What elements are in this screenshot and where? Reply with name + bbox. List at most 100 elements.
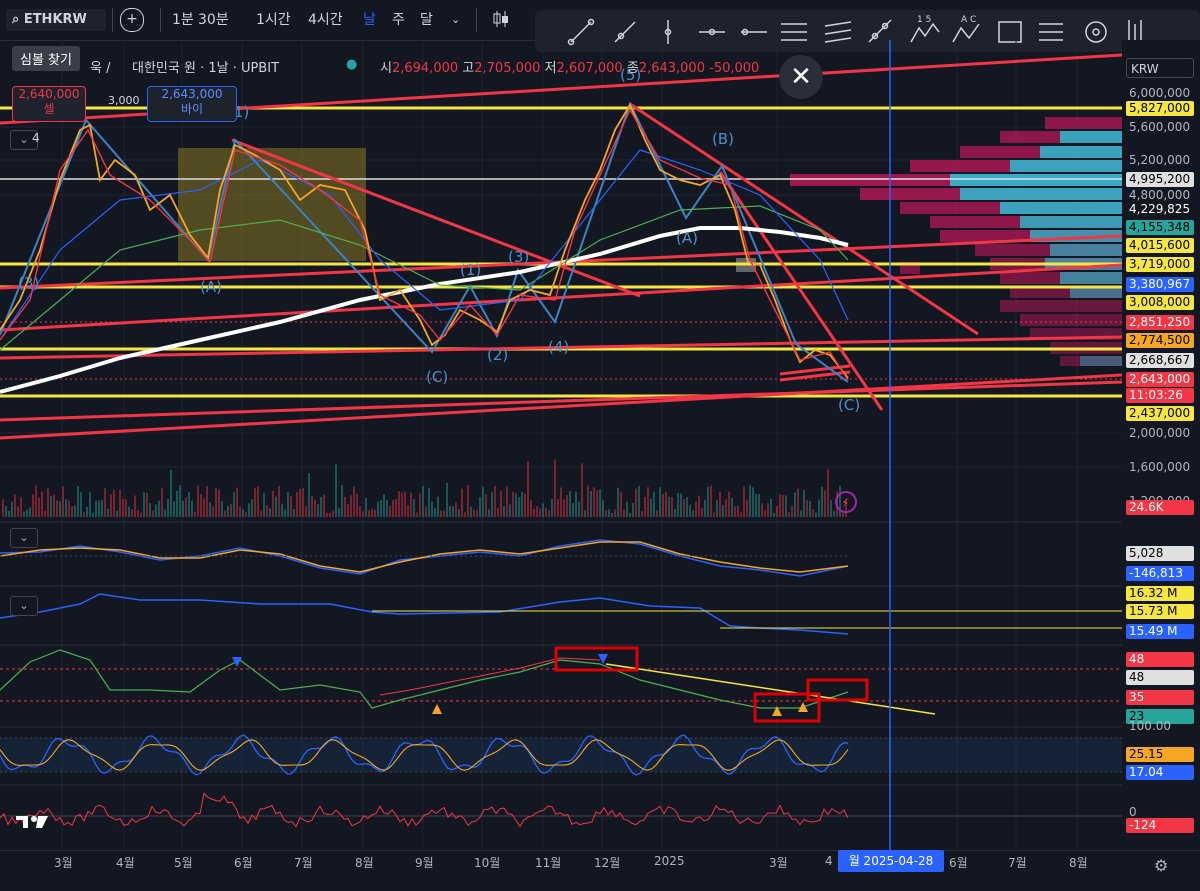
volume-bar xyxy=(98,500,100,517)
volume-bar xyxy=(107,508,109,517)
volume-bar xyxy=(794,492,796,517)
volume-bar xyxy=(617,487,619,517)
elliott-wave-label: 1 5 xyxy=(917,15,931,25)
sell-button[interactable]: 2,640,000 셀 xyxy=(12,86,86,122)
volume-bar xyxy=(530,499,532,517)
chevron-down-icon[interactable]: ⌄ xyxy=(451,13,461,26)
interval-week[interactable]: 주 xyxy=(392,12,405,28)
wave-label: (3) xyxy=(18,274,39,292)
volume-bar xyxy=(164,509,166,517)
volume-bar xyxy=(611,512,613,517)
volume-bar xyxy=(77,485,79,517)
volume-bar xyxy=(737,505,739,517)
volume-bar xyxy=(776,506,778,517)
price-axis-label: 2,668,667 xyxy=(1126,353,1194,368)
volume-bar xyxy=(659,486,661,517)
volume-bar xyxy=(338,508,340,517)
compare-add-icon[interactable]: + xyxy=(120,8,144,32)
volume-bar xyxy=(833,510,835,517)
open-value: 2,694,000 xyxy=(391,61,459,76)
volume-bar xyxy=(230,503,232,517)
volume-bar xyxy=(593,487,595,517)
volume-bar xyxy=(602,499,604,517)
cci-pane xyxy=(0,792,1122,828)
volume-bar xyxy=(128,506,130,517)
volume-bar xyxy=(731,497,733,517)
volume-bar xyxy=(440,510,442,517)
volume-bar xyxy=(236,487,238,517)
drawing-toolbar: 1 5 A C xyxy=(535,10,1200,52)
candle-type-icon[interactable] xyxy=(492,9,510,31)
volume-bar xyxy=(497,508,499,517)
volume-bar xyxy=(41,491,43,517)
volume-bar xyxy=(233,492,235,517)
volume-bar xyxy=(632,503,634,517)
volume-bar xyxy=(695,501,697,517)
volume-bar xyxy=(23,511,25,517)
close-label: 종 xyxy=(626,61,639,76)
collapse-pane-button[interactable]: ⌄ xyxy=(10,596,38,616)
interval-1h[interactable]: 1시간 xyxy=(256,12,291,28)
change-value: -50,000 xyxy=(709,61,760,76)
price-axis-label: 35 xyxy=(1126,690,1194,705)
volume-bar xyxy=(557,498,559,517)
volume-bar xyxy=(815,512,817,517)
volume-bar xyxy=(104,487,106,517)
volume-bar xyxy=(137,509,139,517)
volume-bar xyxy=(392,500,394,517)
volume-bar xyxy=(680,493,682,517)
volume-bar xyxy=(452,506,454,517)
volume-bar xyxy=(569,490,571,517)
interval-30m[interactable]: 30분 xyxy=(198,12,229,28)
volume-bar xyxy=(686,497,688,517)
interval-day[interactable]: 날 xyxy=(363,12,376,28)
volume-bar xyxy=(692,510,694,517)
volume-bar xyxy=(113,489,115,517)
volume-bar xyxy=(839,486,841,517)
collapse-pane-button[interactable]: ⌄ xyxy=(10,528,38,548)
volume-bar xyxy=(518,497,520,517)
rectangle-icon xyxy=(998,21,1022,43)
volume-bar xyxy=(590,490,592,517)
volume-bar xyxy=(359,506,361,517)
volume-bar xyxy=(32,494,34,517)
settings-gear-icon[interactable]: ⚙ xyxy=(1154,856,1169,875)
volume-bar xyxy=(746,499,748,517)
volume-bar xyxy=(68,500,70,517)
volume-bar xyxy=(599,489,601,517)
volume-bar xyxy=(824,490,826,517)
volume-bar xyxy=(20,497,22,517)
buy-button[interactable]: 2,643,000 바이 xyxy=(147,86,237,122)
volume-bar xyxy=(191,500,193,517)
chart-canvas[interactable]: (5)(B)(A)(A)(1)(3)(2) (4)(C)(C)(3)(1) xyxy=(0,40,1122,850)
interval-1m[interactable]: 1분 xyxy=(172,12,194,28)
price-axis-label: 48 xyxy=(1126,670,1194,685)
volume-bar xyxy=(278,486,280,517)
collapse-indicators-button[interactable]: ⌄ xyxy=(10,130,38,150)
volume-bar xyxy=(482,486,484,517)
volume-bar xyxy=(59,501,61,517)
time-axis-label: 11월 xyxy=(535,856,562,870)
price-axis-label: 100.00 xyxy=(1129,719,1171,733)
volume-bar xyxy=(143,492,145,517)
interval-4h[interactable]: 4시간 xyxy=(308,12,343,28)
wave-label: (2) xyxy=(487,346,508,364)
volume-bar xyxy=(386,499,388,517)
interval-month[interactable]: 달 xyxy=(420,12,433,28)
volume-bar xyxy=(419,493,421,517)
obv-pane xyxy=(0,593,1122,635)
close-drawing-toolbar-button[interactable]: ✕ xyxy=(779,55,823,99)
symbol-search-button[interactable]: ⌕ ETHKRW xyxy=(6,9,106,31)
search-icon: ⌕ xyxy=(12,12,20,27)
ma-green xyxy=(0,205,849,351)
wave-zigzag xyxy=(0,101,849,383)
volume-bar xyxy=(248,503,250,517)
volume-bar xyxy=(764,510,766,517)
volume-bar xyxy=(317,504,319,517)
time-axis[interactable] xyxy=(0,850,1200,891)
volume-bar xyxy=(716,499,718,517)
volume-bar xyxy=(644,496,646,517)
volume-bar xyxy=(512,491,514,517)
currency-select[interactable]: KRW xyxy=(1126,58,1194,78)
alert-icon[interactable] xyxy=(835,491,857,513)
